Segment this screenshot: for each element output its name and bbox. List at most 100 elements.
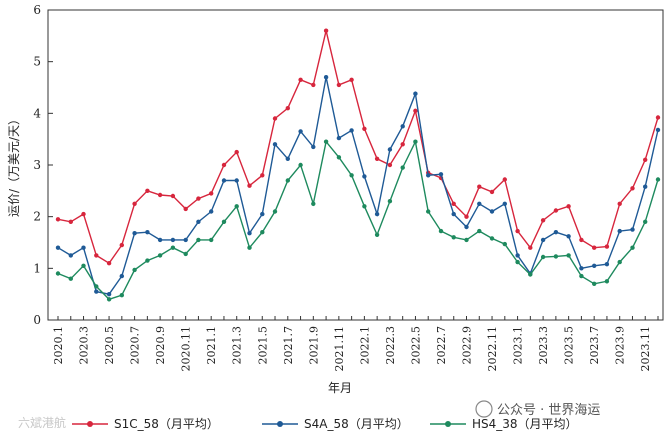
data-point [374,156,380,161]
data-point [464,237,469,243]
data-point [145,188,150,193]
data-point [451,211,456,217]
data-point [464,214,469,219]
y-tick-label: 2 [33,210,41,224]
data-point [464,224,469,230]
data-point [183,251,188,257]
data-point [132,267,137,273]
data-point [566,253,571,258]
data-point [655,115,661,120]
data-point [553,230,559,235]
data-point [553,208,559,213]
data-point [298,129,303,134]
x-tick-label: 2023.1 [512,326,525,365]
data-point [336,155,342,160]
series-2 [55,75,661,297]
x-tick-label: 2023.11 [639,326,652,372]
data-point [323,75,329,80]
data-point [630,245,635,250]
data-point [132,201,137,206]
data-point [630,227,635,232]
data-point [592,263,597,268]
data-point [400,142,405,147]
data-point [94,253,99,258]
data-point [157,192,163,198]
data-point [247,245,252,250]
data-point [183,237,188,243]
data-point [132,231,137,236]
data-point [55,271,61,276]
legend-item-3: HS4_38（月平均） [430,417,578,431]
x-tick-label: 2021.7 [282,326,295,365]
data-point [502,201,507,206]
data-point [528,245,533,250]
data-point [387,147,393,152]
data-point [106,297,112,302]
data-point [196,219,201,224]
data-point [489,236,495,241]
y-tick-label: 4 [33,106,41,120]
data-point [221,162,227,168]
data-point [643,219,648,224]
data-point [604,244,610,249]
data-point [438,172,444,177]
data-point [94,289,99,294]
x-tick-label: 2022.1 [358,326,371,365]
data-point [413,139,418,144]
data-point [183,206,188,212]
data-point [94,284,99,289]
data-point [540,254,546,260]
wechat-icon [475,400,493,418]
x-tick-label: 2020.11 [180,326,193,372]
data-point [528,272,533,277]
legend-label: HS4_38（月平均） [472,417,578,431]
x-tick-label: 2023.5 [563,326,576,365]
data-point [272,142,278,147]
data-point [413,108,418,114]
data-point [55,245,61,250]
data-point [592,281,597,286]
data-point [81,245,86,250]
data-point [247,231,252,236]
x-axis-ticks: 2020.1 2020.3 2020.5 2020.7 2020.9 2020.11 202… [52,316,659,372]
data-point [579,273,584,279]
x-tick-label: 2023.9 [614,326,627,365]
y-tick-label: 6 [33,3,41,17]
x-tick-label: 2023.7 [588,326,601,365]
data-point [285,178,290,183]
watermark-right-text: 公众号 · 世界海运 [497,403,600,418]
data-point [592,245,597,250]
x-tick-label: 2022.7 [435,326,448,365]
series-1 [55,28,661,266]
x-axis-label: 年月 [328,381,352,395]
data-point [81,263,86,268]
data-point [502,241,507,247]
data-point [68,219,74,224]
data-point [234,178,239,183]
legend-item-2: S4A_58（月平均） [262,417,409,431]
data-point [387,162,393,168]
x-tick-label: 2021.1 [205,326,218,365]
data-point [374,211,380,217]
data-point [400,124,405,129]
data-point [630,186,635,191]
data-point [604,279,610,284]
data-point [643,157,648,162]
series-line [57,77,659,295]
y-tick-label: 1 [33,261,41,275]
data-point [477,201,482,206]
data-point [655,127,661,133]
data-point [68,276,74,281]
data-point [106,292,112,297]
x-tick-label: 2021.9 [307,326,320,365]
legend-item-1: S1C_58（月平均） [72,417,219,431]
data-point [515,259,520,265]
data-point [643,184,648,189]
data-point [617,201,622,206]
data-point [55,217,61,222]
data-point [285,156,290,161]
y-axis-ticks: 0 1 2 3 4 5 6 [33,3,53,327]
x-tick-label: 2023.3 [537,326,550,365]
x-tick-label: 2020.1 [52,326,65,365]
